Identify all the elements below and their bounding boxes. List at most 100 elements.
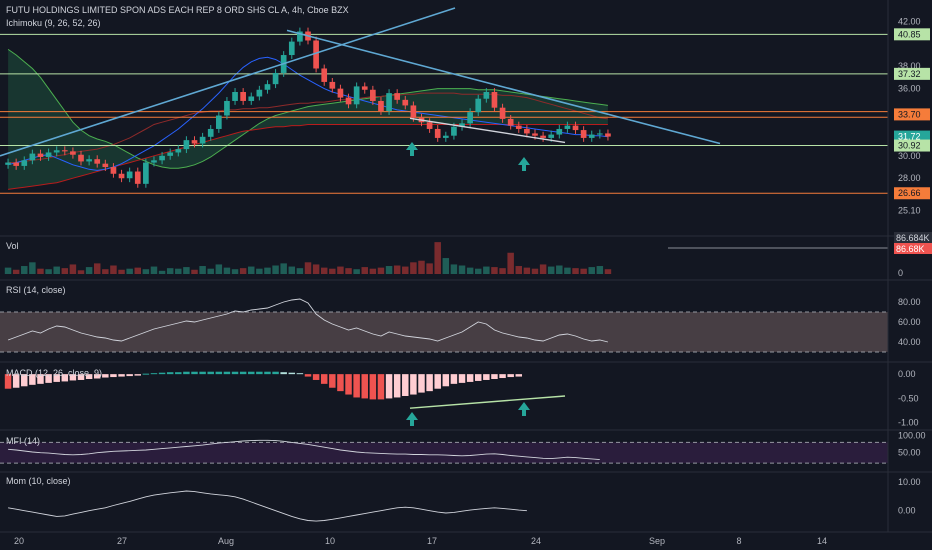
volume-bar [531,268,539,274]
price-tag-bg [894,187,930,200]
volume-bar [12,269,20,274]
support-line [409,117,566,144]
macd-bar [134,374,142,376]
span-a-line [7,48,608,169]
volume-bar [556,265,563,274]
macd-bar [4,374,12,389]
volume-bar [288,266,296,274]
chart-title: FUTU HOLDINGS LIMITED SPON ADS EACH REP … [6,5,349,15]
volume-bar [4,267,12,274]
candle [483,92,490,99]
volume-bar [166,268,174,274]
price-tick: 30.00 [898,151,921,161]
uptrend-line [0,7,456,157]
volume-bar [215,264,223,274]
candle [183,140,190,150]
macd-bar [280,372,287,375]
volume-bar [207,268,214,274]
candle [597,133,603,135]
volume-bar [491,267,498,274]
signal-arrow-icon [518,402,530,416]
volume-bar [256,268,263,274]
mfi-tick: 100.00 [898,430,926,440]
volume-bar [564,267,571,274]
macd-bar [296,373,304,375]
vol-zero-tick: 0 [898,268,903,278]
volume-bar [402,266,409,274]
macd-bar [29,374,36,385]
macd-bar [466,374,474,382]
macd-bar [474,374,482,381]
rsi-line [7,298,609,343]
volume-bar [77,270,85,274]
macd-bar [442,374,450,387]
time-tick: 8 [736,536,741,546]
ichimoku-label: Ichimoku (9, 26, 52, 26) [6,18,101,28]
macd-label: MACD (12, 26, close, 9) [6,368,102,378]
volume-bar [272,265,279,274]
macd-bar [426,374,433,392]
time-tick: 10 [325,536,335,546]
candle [167,152,174,156]
volume-bar [385,266,393,274]
macd-bar [239,371,247,375]
macd-bar [102,374,109,378]
macd-bar [126,374,133,377]
rsi-tick: 60.00 [898,317,921,327]
volume-bar [547,266,555,274]
macd-bar [61,374,69,382]
volume-bar [393,265,401,274]
macd-bar [507,374,514,378]
candle [53,150,60,153]
macd-bar [85,374,93,379]
macd-bar [385,374,393,399]
price-pane[interactable]: 42.00 38.00 36.00 30.00 28.00 25.10 40.85 37.32… [0,7,932,237]
macd-pane[interactable]: 0.00 -0.50 -1.00 [0,369,932,431]
volume-bar [304,262,312,274]
macd-bar [410,374,417,395]
candle [256,89,263,97]
volume-bar [53,266,60,274]
volume-bar [377,267,385,274]
candle [475,98,482,113]
price-tick: 42.00 [898,16,921,26]
time-tick: Aug [218,536,234,546]
price-tag: 31.72 [898,132,921,142]
macd-bar [223,371,231,375]
mom-tick: 10.00 [898,477,921,487]
macd-bar [499,374,506,379]
volume-bar [410,262,417,274]
candle [329,81,336,89]
momentum-pane[interactable]: 10.00 0.00 [8,477,921,522]
volume-bar [588,267,595,274]
volume-bar [61,268,69,274]
volume-bar [483,266,490,274]
volume-bar [175,268,182,274]
candle [61,150,68,152]
candle [248,96,255,101]
macd-bar [142,373,150,375]
macd-tick: -0.50 [898,393,919,403]
macd-bar [353,374,360,398]
macd-bar [158,372,166,375]
candle [321,68,328,82]
candle [207,128,214,137]
candle [159,155,165,161]
mfi-pane[interactable]: 100.00 50.00 [0,430,932,473]
macd-bar [450,374,458,384]
rsi-pane[interactable]: 80.00 60.00 40.00 [0,297,932,363]
volume-bar [248,266,255,274]
volume-bar [523,267,531,274]
candle [94,159,101,164]
candle [191,140,198,144]
macd-bar [418,374,425,393]
volume-bar [102,269,109,274]
price-tick: 25.10 [898,206,921,216]
macd-bar [458,374,466,383]
candle [507,118,514,126]
volume-bar [21,266,28,274]
macd-bar [118,374,125,377]
